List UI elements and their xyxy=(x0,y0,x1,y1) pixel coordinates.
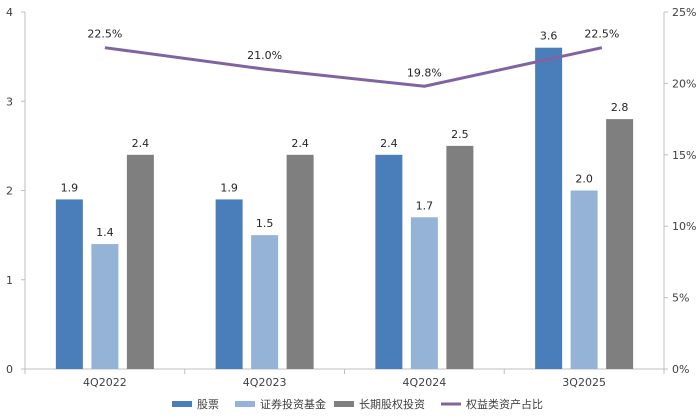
legend-item: 股票 xyxy=(172,398,219,411)
left-tick-label: 1 xyxy=(6,274,13,287)
x-tick-label: 4Q2022 xyxy=(83,376,127,389)
legend-label: 股票 xyxy=(197,398,219,411)
bar-value-label: 2.4 xyxy=(380,137,398,150)
bar-value-label: 2.5 xyxy=(451,128,469,141)
right-tick-label: 10% xyxy=(672,220,696,233)
legend: 股票 证券投资基金 长期股权投资 权益类资产占比 xyxy=(172,397,543,411)
line-series xyxy=(104,46,603,88)
legend-swatch xyxy=(235,401,255,407)
bar xyxy=(446,145,474,369)
legend-label: 权益类资产占比 xyxy=(466,397,543,411)
bar xyxy=(570,190,598,369)
right-tick-label: 0% xyxy=(672,363,689,376)
bar xyxy=(215,199,243,369)
legend-label: 长期股权投资 xyxy=(359,397,425,411)
legend-label: 证券投资基金 xyxy=(260,397,326,411)
bar xyxy=(535,47,563,369)
bar-value-label: 2.4 xyxy=(291,137,309,150)
left-tick-label: 2 xyxy=(6,185,13,198)
legend-item: 证券投资基金 xyxy=(235,397,326,411)
bar xyxy=(410,217,438,369)
right-tick-label: 15% xyxy=(672,149,696,162)
bar xyxy=(91,244,119,369)
bar xyxy=(375,154,403,369)
x-tick-label: 4Q2024 xyxy=(403,376,447,389)
bar xyxy=(286,154,314,369)
legend-item: 权益类资产占比 xyxy=(441,397,543,411)
legend-swatch xyxy=(172,401,192,407)
left-tick-label: 3 xyxy=(6,95,13,108)
data-labels: 1.9 1.9 2.4 3.6 1.4 1.5 1.7 2.0 2.4 2.4 2.5 2.8 22.5… xyxy=(61,28,629,239)
bars xyxy=(55,47,634,369)
legend-swatch xyxy=(334,401,354,407)
bar-value-label: 3.6 xyxy=(540,30,558,43)
line-value-label: 22.5% xyxy=(87,28,122,41)
line-value-label: 22.5% xyxy=(584,28,619,41)
bar-value-label: 1.5 xyxy=(256,217,274,230)
bar xyxy=(606,119,634,369)
x-tick-label: 4Q2023 xyxy=(243,376,287,389)
bar xyxy=(126,154,154,369)
bar-value-label: 2.4 xyxy=(132,137,150,150)
bar-value-label: 1.4 xyxy=(96,226,114,239)
legend-item: 长期股权投资 xyxy=(334,397,425,411)
right-tick-label: 20% xyxy=(672,77,696,90)
left-tick-label: 0 xyxy=(6,363,13,376)
x-tick-label: 3Q2025 xyxy=(562,376,606,389)
bar xyxy=(55,199,83,369)
bar-value-label: 2.8 xyxy=(611,101,629,114)
right-tick-label: 5% xyxy=(672,292,689,305)
bar xyxy=(251,235,279,369)
line-value-label: 19.8% xyxy=(407,66,442,79)
line-value-label: 21.0% xyxy=(247,49,282,62)
left-tick-label: 4 xyxy=(6,6,13,19)
right-tick-label: 25% xyxy=(672,6,696,19)
line-path xyxy=(104,46,603,88)
bar-value-label: 1.9 xyxy=(61,181,79,194)
bar-value-label: 1.9 xyxy=(220,181,238,194)
bar-value-label: 1.7 xyxy=(416,199,434,212)
bar-value-label: 2.0 xyxy=(575,173,593,186)
